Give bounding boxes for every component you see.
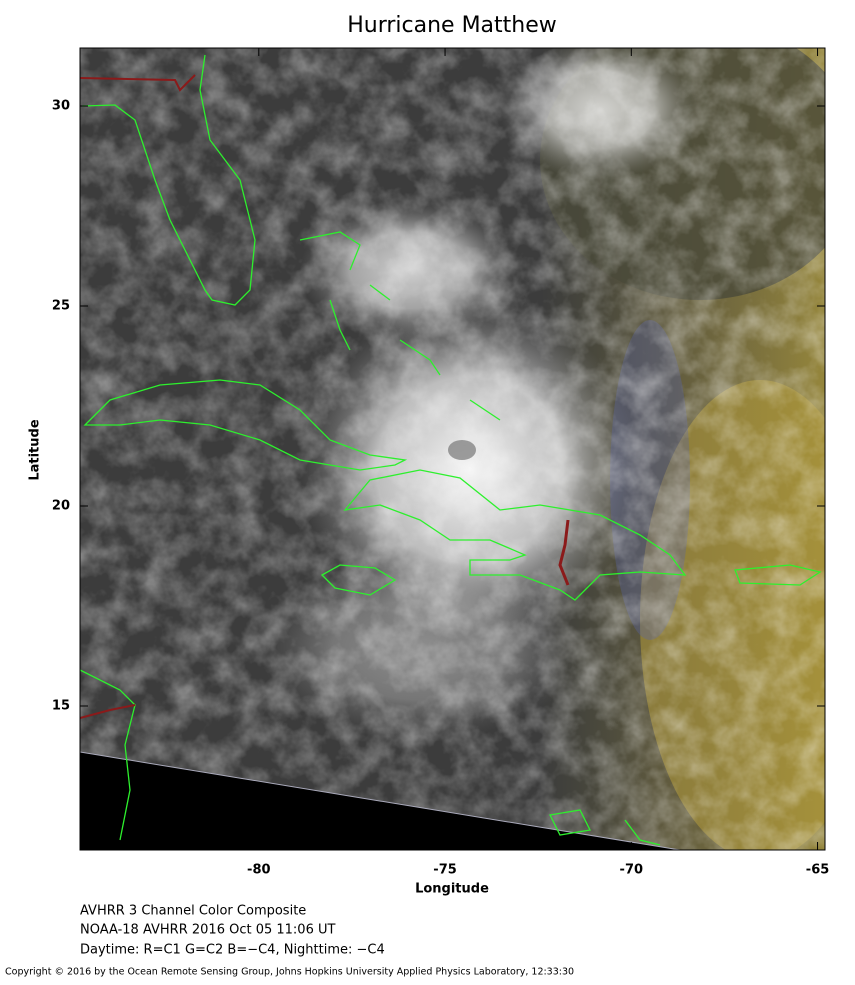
y-tick-label: 30	[52, 99, 70, 114]
x-tick-label: -75	[433, 863, 457, 878]
y-tick-label: 20	[52, 499, 70, 514]
caption: AVHRR 3 Channel Color Composite	[80, 904, 306, 919]
y-tick-label: 15	[52, 699, 70, 714]
satellite-image	[80, 48, 825, 850]
x-tick-label: -70	[620, 863, 644, 878]
copyright: Copyright © 2016 by the Ocean Remote Sen…	[5, 967, 574, 978]
caption: Daytime: R=C1 G=C2 B=−C4, Nighttime: −C4	[80, 943, 385, 958]
y-axis-label: Latitude	[28, 419, 43, 481]
caption: NOAA-18 AVHRR 2016 Oct 05 11:06 UT	[80, 923, 335, 938]
plot-frame	[79, 47, 826, 851]
y-tick-label: 25	[52, 299, 70, 314]
map-title: Hurricane Matthew	[347, 13, 557, 38]
x-tick-label: -80	[247, 863, 271, 878]
x-axis-label: Longitude	[415, 882, 489, 897]
x-tick-label: -65	[806, 863, 830, 878]
